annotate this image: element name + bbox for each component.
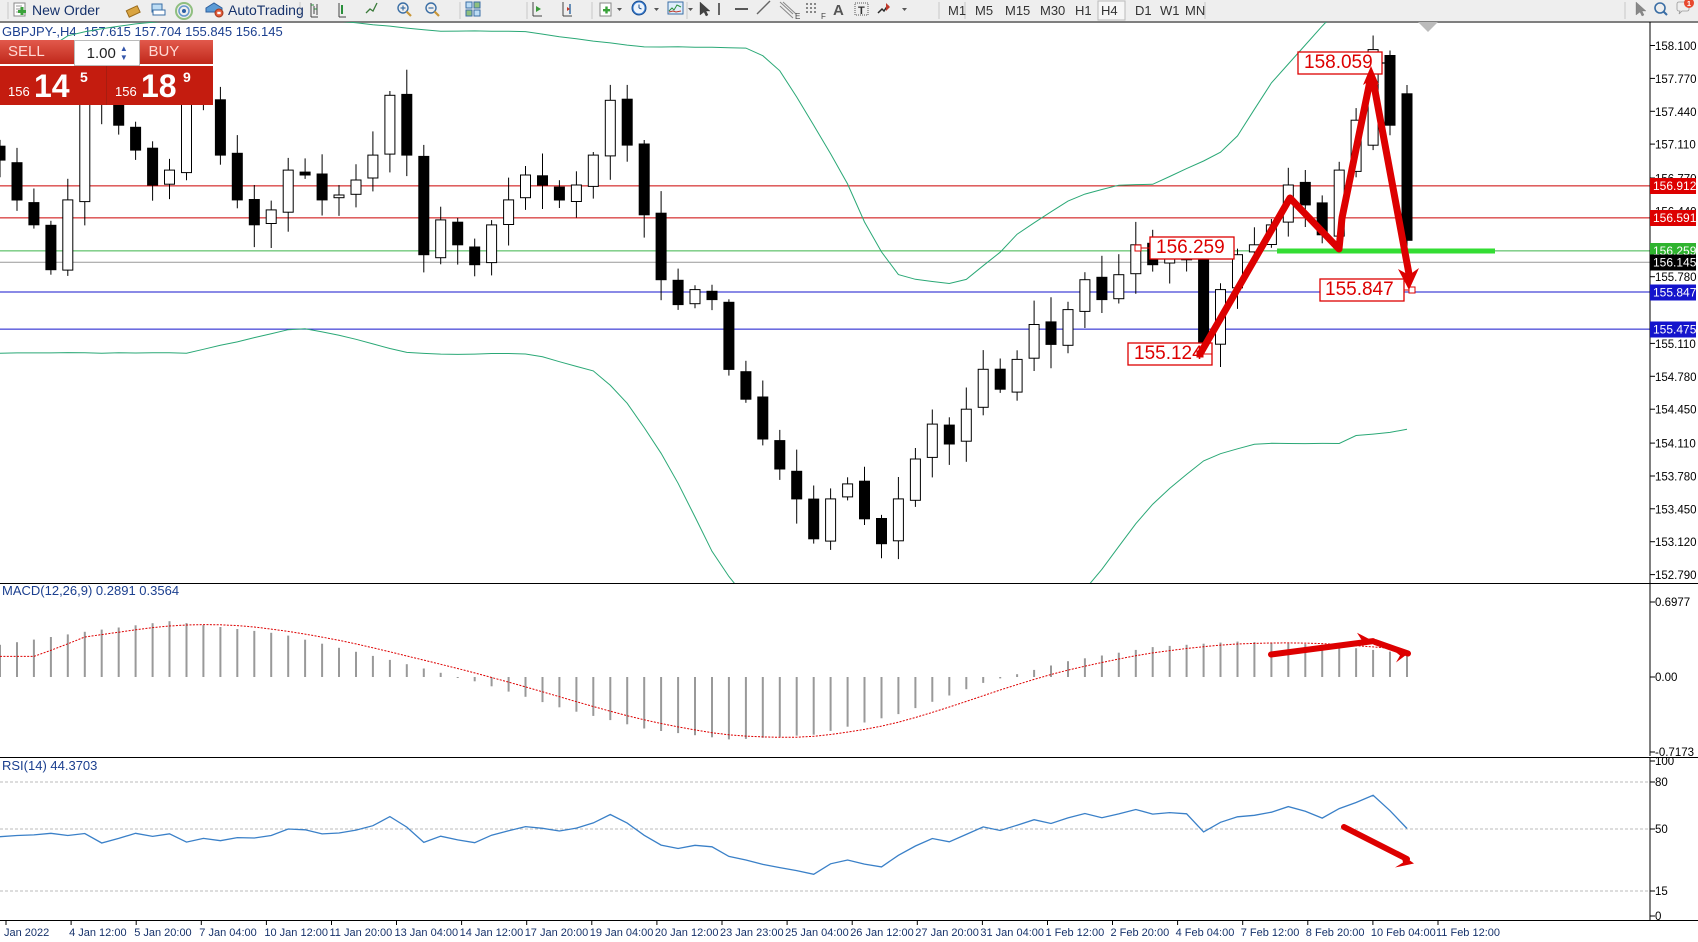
svg-text:Jan 2022: Jan 2022: [4, 927, 49, 939]
svg-text:154.780: 154.780: [1655, 372, 1697, 384]
svg-text:80: 80: [1655, 777, 1668, 789]
svg-text:154.450: 154.450: [1655, 405, 1697, 417]
svg-text:156.145: 156.145: [1653, 256, 1697, 270]
svg-text:H1: H1: [1075, 3, 1092, 18]
svg-text:14 Jan 12:00: 14 Jan 12:00: [460, 927, 524, 939]
svg-text:10 Feb 04:00: 10 Feb 04:00: [1371, 927, 1436, 939]
svg-text:156.591: 156.591: [1653, 211, 1697, 225]
svg-text:New Order: New Order: [32, 2, 100, 18]
svg-text:155.124: 155.124: [1134, 343, 1203, 364]
svg-text:0.00: 0.00: [1655, 672, 1677, 684]
svg-text:0: 0: [1655, 911, 1661, 920]
svg-text:26 Jan 12:00: 26 Jan 12:00: [850, 927, 914, 939]
svg-text:0.6977: 0.6977: [1655, 597, 1690, 609]
svg-text:5 Jan 20:00: 5 Jan 20:00: [134, 927, 192, 939]
svg-text:W1: W1: [1160, 3, 1180, 18]
svg-text:27 Jan 20:00: 27 Jan 20:00: [915, 927, 979, 939]
svg-text:11 Jan 20:00: 11 Jan 20:00: [330, 927, 393, 939]
svg-text:158.100: 158.100: [1655, 41, 1697, 53]
svg-text:156.912: 156.912: [1653, 179, 1697, 193]
svg-text:M30: M30: [1040, 3, 1065, 18]
svg-text:M1: M1: [948, 3, 966, 18]
svg-text:155.110: 155.110: [1655, 339, 1696, 351]
svg-text:154.110: 154.110: [1655, 439, 1696, 451]
svg-text:4 Feb 04:00: 4 Feb 04:00: [1176, 927, 1235, 939]
svg-text:T: T: [858, 5, 865, 17]
svg-text:158.059: 158.059: [1304, 52, 1373, 73]
svg-text:17 Jan 20:00: 17 Jan 20:00: [525, 927, 589, 939]
svg-text:MN: MN: [1185, 3, 1205, 18]
svg-text:152.790: 152.790: [1655, 570, 1697, 582]
svg-text:4 Jan 12:00: 4 Jan 12:00: [69, 927, 127, 939]
svg-text:155.780: 155.780: [1655, 272, 1697, 284]
svg-text:H4: H4: [1101, 3, 1118, 18]
svg-text:31 Jan 04:00: 31 Jan 04:00: [980, 927, 1044, 939]
svg-text:7 Feb 12:00: 7 Feb 12:00: [1241, 927, 1300, 939]
svg-text:M5: M5: [975, 3, 993, 18]
svg-text:A: A: [833, 2, 844, 19]
svg-text:153.120: 153.120: [1655, 537, 1697, 549]
svg-text:155.475: 155.475: [1653, 323, 1697, 337]
svg-text:50: 50: [1655, 824, 1668, 836]
svg-text:-0.7173: -0.7173: [1655, 747, 1694, 757]
svg-text:8 Feb 20:00: 8 Feb 20:00: [1306, 927, 1365, 939]
svg-text:156.259: 156.259: [1156, 237, 1225, 258]
svg-text:155.847: 155.847: [1653, 286, 1697, 300]
svg-text:25 Jan 04:00: 25 Jan 04:00: [785, 927, 849, 939]
svg-text:D1: D1: [1135, 3, 1152, 18]
svg-text:2 Feb 20:00: 2 Feb 20:00: [1111, 927, 1170, 939]
svg-text:M15: M15: [1005, 3, 1030, 18]
svg-text:100: 100: [1655, 757, 1674, 768]
svg-text:1 Feb 12:00: 1 Feb 12:00: [1046, 927, 1105, 939]
svg-text:23 Jan 23:00: 23 Jan 23:00: [720, 927, 784, 939]
svg-text:AutoTrading: AutoTrading: [228, 2, 304, 18]
svg-text:157.440: 157.440: [1655, 107, 1697, 119]
svg-text:155.847: 155.847: [1325, 279, 1394, 300]
svg-text:13 Jan 04:00: 13 Jan 04:00: [395, 927, 459, 939]
svg-text:157.770: 157.770: [1655, 74, 1697, 86]
svg-text:157.110: 157.110: [1655, 140, 1696, 152]
svg-text:19 Jan 04:00: 19 Jan 04:00: [590, 927, 654, 939]
svg-text:153.780: 153.780: [1655, 472, 1697, 484]
svg-text:11 Feb 12:00: 11 Feb 12:00: [1436, 927, 1500, 939]
svg-text:15: 15: [1655, 886, 1668, 898]
svg-text:1: 1: [1687, 0, 1691, 8]
svg-text:7 Jan 04:00: 7 Jan 04:00: [199, 927, 256, 939]
svg-text:F: F: [821, 12, 826, 21]
svg-text:E: E: [795, 12, 800, 21]
svg-text:10 Jan 12:00: 10 Jan 12:00: [264, 927, 328, 939]
svg-text:20 Jan 12:00: 20 Jan 12:00: [655, 927, 719, 939]
svg-text:153.450: 153.450: [1655, 504, 1697, 516]
